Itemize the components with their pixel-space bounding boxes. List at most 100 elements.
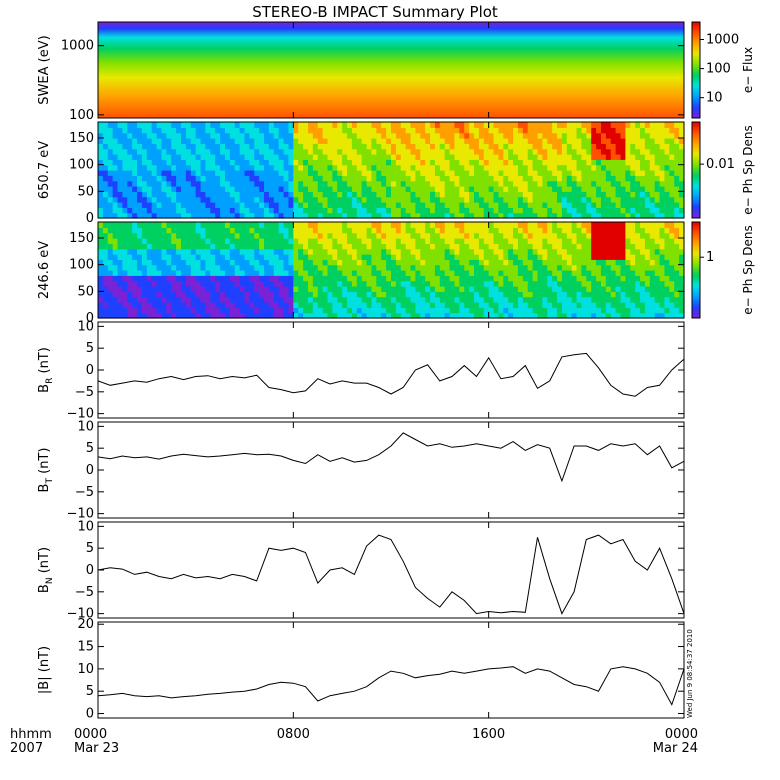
pad650-spectrogram-cell (552, 186, 558, 192)
pad650-spectrogram-cell (391, 159, 397, 166)
pad650-spectrogram-cell (571, 207, 578, 214)
pad246-spectrogram-cell (415, 254, 421, 260)
pad650-spectrogram-cell (527, 122, 534, 128)
pad650-spectrogram-cell (566, 186, 573, 192)
pad650-spectrogram-cell (220, 138, 226, 144)
pad246-spectrogram-cell (576, 232, 583, 239)
pad650-spectrogram-cell (532, 191, 539, 198)
pad246-spectrogram-cell (615, 232, 622, 239)
pad246-spectrogram-cell (307, 254, 314, 260)
pad246-spectrogram-cell (200, 232, 207, 239)
pad246-spectrogram-cell (664, 275, 670, 282)
pad650-spectrogram-cell (268, 207, 275, 214)
pad650-spectrogram-cell (508, 164, 514, 171)
pad650-spectrogram-cell (190, 202, 197, 208)
pad650-spectrogram-cell (376, 164, 382, 171)
pad246-spectrogram-cell (386, 270, 392, 276)
pad650-spectrogram-cell (415, 207, 421, 214)
swea-y-axis-label: SWEA (eV) (37, 35, 52, 104)
pad246-spectrogram-cell (337, 227, 343, 234)
pad246-spectrogram-cell (664, 296, 670, 303)
pad650-spectrogram-cell (264, 132, 270, 139)
pad650-spectrogram-cell (474, 148, 480, 155)
pad650-spectrogram-cell (239, 207, 246, 214)
pad650-spectrogram-cell (254, 122, 260, 128)
pad650-spectrogram-cell (132, 143, 138, 150)
pad246-spectrogram-cell (474, 291, 480, 298)
pad650-spectrogram-cell (493, 191, 500, 198)
pad246-spectrogram-cell (508, 302, 514, 308)
pad246-spectrogram-cell (298, 286, 304, 292)
pad246-spectrogram-cell (161, 296, 167, 303)
pad246-spectrogram-cell (127, 302, 133, 308)
pad650-spectrogram-cell (268, 159, 275, 166)
pad246-spectrogram-cell (141, 227, 148, 234)
pad650-spectrogram-cell (249, 202, 255, 208)
pad650-spectrogram-cell (141, 154, 148, 160)
pad246-spectrogram-cell (312, 248, 319, 255)
pad246-spectrogram-cell (439, 280, 446, 287)
pad246-spectrogram-cell (327, 232, 333, 239)
pad650-spectrogram-cell (664, 191, 670, 198)
pad650-spectrogram-cell (278, 127, 285, 134)
pad650-spectrogram-cell (596, 202, 602, 208)
pad650-spectrogram-cell (439, 154, 446, 160)
pad650-spectrogram-cell (591, 202, 597, 208)
pad246-spectrogram-cell (107, 259, 114, 266)
pad246-spectrogram-cell (220, 307, 226, 314)
pad246-spectrogram-cell (347, 264, 353, 271)
pad246-spectrogram-cell (161, 222, 167, 228)
pad650-spectrogram-cell (532, 132, 539, 139)
pad650-spectrogram-cell (200, 138, 207, 144)
pad246-spectrogram-cell (371, 254, 377, 260)
pad650-spectrogram-cell (117, 127, 124, 134)
pad246-spectrogram-cell (98, 232, 104, 239)
pad246-spectrogram-cell (610, 259, 617, 266)
pad246-spectrogram-cell (268, 264, 275, 271)
pad650-spectrogram-cell (337, 212, 343, 219)
bmag-series-line (97, 666, 685, 706)
pad650-spectrogram-cell (552, 164, 558, 171)
pad246-spectrogram-cell (317, 302, 324, 308)
pad650-spectrogram-cell (181, 170, 187, 176)
pad650-spectrogram-cell (503, 154, 509, 160)
pad246-spectrogram-cell (283, 312, 290, 319)
pad650-spectrogram-cell (459, 122, 465, 128)
pad246-spectrogram-cell (371, 238, 377, 244)
pad246-spectrogram-cell (381, 264, 387, 271)
pad650-spectrogram-cell (635, 138, 641, 144)
pad650-spectrogram-cell (483, 212, 490, 219)
pad246-spectrogram-cell (347, 291, 353, 298)
pad246-spectrogram-cell (244, 243, 250, 250)
pad650-spectrogram-cell (522, 138, 529, 144)
pad246-spectrogram-cell (469, 280, 475, 287)
pad650-spectrogram-cell (449, 202, 456, 208)
pad650-spectrogram-cell (503, 159, 509, 166)
pad246-spectrogram-cell (449, 232, 456, 239)
pad650-spectrogram-cell (420, 212, 426, 219)
pad650-spectrogram-cell (620, 196, 626, 203)
pad246-spectrogram-cell (117, 312, 124, 319)
pad246-spectrogram-cell (107, 286, 114, 292)
pad650-spectrogram-cell (234, 175, 241, 182)
pad650-spectrogram-cell (649, 196, 656, 203)
pad246-spectrogram-cell (317, 259, 324, 266)
pad246-spectrogram-cell (254, 296, 260, 303)
pad246-spectrogram-cell (420, 312, 426, 319)
pad246-spectrogram-cell (171, 291, 177, 298)
pad246-spectrogram-cell (488, 270, 495, 276)
pad246-spectrogram-cell (132, 270, 138, 276)
pad246-spectrogram-cell (371, 280, 377, 287)
pad650-spectrogram-cell (234, 207, 241, 214)
pad650-spectrogram-cell (566, 148, 573, 155)
pad246-spectrogram-cell (264, 222, 270, 228)
pad650-spectrogram-cell (605, 132, 612, 139)
pad246-spectrogram-cell (185, 227, 192, 234)
pad650-spectrogram-cell (532, 186, 539, 192)
pad650-spectrogram-cell (151, 212, 158, 219)
pad650-spectrogram-cell (166, 138, 172, 144)
pad650-spectrogram-cell (674, 180, 680, 187)
pad650-spectrogram-cell (620, 159, 626, 166)
pad650-spectrogram-cell (151, 138, 158, 144)
pad650-spectrogram-cell (635, 164, 641, 171)
